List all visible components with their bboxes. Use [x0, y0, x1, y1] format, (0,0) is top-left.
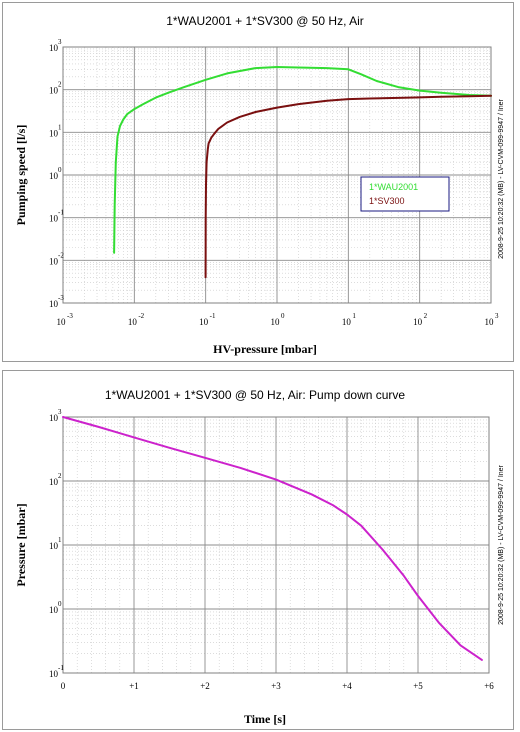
y-tick-label: 10 [49, 605, 59, 615]
pumping-speed-chart: 1*WAU2001 + 1*SV300 @ 50 Hz, Air 1031021… [14, 14, 505, 356]
y-axis-label: Pumping speed [l/s] [14, 125, 28, 226]
y-tick-exponent: 3 [58, 38, 62, 46]
y-tick-exponent: 2 [58, 81, 62, 89]
y-tick-label: 10 [49, 669, 59, 679]
x-tick-exponent: 1 [352, 312, 356, 320]
plot-area [62, 46, 492, 304]
x-tick-label: 10 [271, 317, 281, 327]
x-tick-exponent: 0 [281, 312, 285, 320]
x-tick-label: +4 [342, 681, 352, 691]
x-tick-exponent: 3 [495, 312, 499, 320]
x-tick-label: 10 [413, 317, 423, 327]
y-tick-label: 10 [49, 541, 59, 551]
x-tick-label: +1 [129, 681, 139, 691]
y-axis-label: Pressure [mbar] [14, 503, 28, 586]
data-series [62, 416, 483, 661]
series-line-1-sv300 [204, 94, 492, 279]
x-tick-label: +6 [484, 681, 494, 691]
data-series [113, 66, 492, 279]
x-tick-label: 10 [128, 317, 138, 327]
x-tick-label: 10 [57, 317, 67, 327]
y-tick-label: 10 [49, 299, 59, 309]
y-tick-exponent: -1 [58, 209, 64, 217]
legend: 1*WAU2001 1*SV300 [360, 176, 450, 212]
grid [62, 46, 492, 304]
legend-entry-sv300: 1*SV300 [369, 196, 405, 206]
x-tick-exponent: -2 [138, 312, 144, 320]
y-tick-exponent: -3 [58, 294, 64, 302]
x-tick-label: +3 [271, 681, 281, 691]
pump-down-chart: 1*WAU2001 + 1*SV300 @ 50 Hz, Air: Pump d… [14, 388, 505, 726]
y-tick-label: 10 [49, 477, 59, 487]
plot-area [62, 416, 490, 674]
y-tick-label: 10 [49, 256, 59, 266]
series-line-0 [62, 416, 483, 661]
chart-title: 1*WAU2001 + 1*SV300 @ 50 Hz, Air [166, 14, 364, 28]
x-tick-label: +2 [200, 681, 210, 691]
x-tick-labels: 0 +1 +2 +3 +4 +5 +6 [61, 681, 495, 691]
pump-down-chart-panel: 1*WAU2001 + 1*SV300 @ 50 Hz, Air: Pump d… [2, 370, 514, 730]
legend-box [360, 176, 450, 212]
y-tick-exponent: 0 [58, 600, 62, 608]
timestamp-stamp: 2008-9-25 10:20:32 (MB) - LV-CVM-099-994… [498, 464, 505, 624]
y-tick-label: 10 [49, 214, 59, 224]
y-tick-label: 10 [49, 128, 59, 138]
timestamp-stamp: 2008-9-25 10:20:32 (MB) - LV-CVM-099-994… [498, 98, 505, 258]
y-tick-label: 10 [49, 171, 59, 181]
y-tick-exponent: 3 [58, 408, 62, 416]
x-tick-exponent: -3 [67, 312, 73, 320]
x-tick-label: 10 [485, 317, 495, 327]
pumping-speed-chart-panel: 1*WAU2001 + 1*SV300 @ 50 Hz, Air 10 3 10 2 1… [2, 2, 514, 362]
y-tick-exponent: -2 [58, 251, 64, 259]
grid [62, 416, 490, 674]
x-tick-label: 0 [61, 681, 66, 691]
series-line-1-wau2001 [113, 66, 492, 254]
x-tick-label: 10 [342, 317, 352, 327]
legend-entry-wau2001: 1*WAU2001 [369, 182, 418, 192]
y-tick-label: 10 [49, 413, 59, 423]
y-tick-exponent: 1 [58, 123, 62, 131]
x-tick-exponent: -1 [210, 312, 216, 320]
x-tick-label: 10 [199, 317, 209, 327]
y-tick-label: 10 [49, 43, 59, 53]
y-tick-exponent: 2 [58, 472, 62, 480]
y-tick-exponent: 1 [58, 536, 62, 544]
y-tick-exponent: -1 [58, 664, 64, 672]
x-tick-label: +5 [413, 681, 423, 691]
x-axis-label: Time [s] [244, 712, 286, 726]
x-tick-exponent: 2 [424, 312, 428, 320]
x-axis-label: HV-pressure [mbar] [213, 342, 317, 356]
chart-title: 1*WAU2001 + 1*SV300 @ 50 Hz, Air: Pump d… [105, 388, 406, 402]
y-tick-label: 10 [49, 86, 59, 96]
y-tick-exponent: 0 [58, 166, 62, 174]
